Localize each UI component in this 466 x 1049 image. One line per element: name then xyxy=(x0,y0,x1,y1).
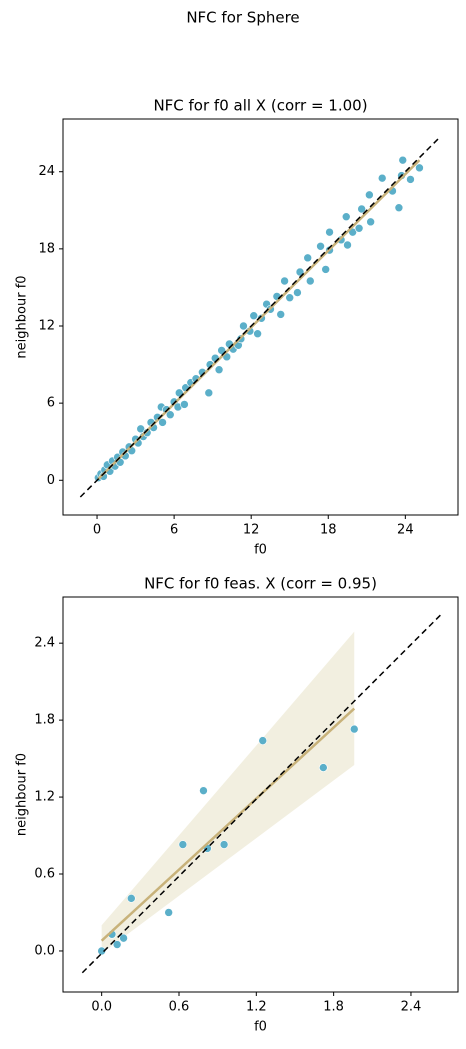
scatter-point xyxy=(285,293,295,303)
fit-line xyxy=(100,707,356,942)
y-tick-label: 0 xyxy=(47,473,55,488)
y-tick-label: 24 xyxy=(38,164,55,179)
x-tick-label: 0.6 xyxy=(169,1000,190,1015)
scatter-point xyxy=(357,204,366,214)
scatter-point xyxy=(295,267,305,277)
scatter-point xyxy=(214,365,224,375)
scatter-point xyxy=(199,786,208,795)
x-tick-label: 24 xyxy=(397,523,414,538)
scatter-point xyxy=(394,203,404,213)
scatter-point xyxy=(365,190,374,200)
x-tick-label: 6 xyxy=(170,523,178,538)
scatter-point xyxy=(305,276,315,286)
scatter-point xyxy=(377,173,387,183)
scatter-point xyxy=(321,265,330,274)
figure-title: NFC for Sphere xyxy=(186,9,299,27)
reference-line xyxy=(81,614,442,974)
scatter-point xyxy=(349,724,359,734)
y-tick-label: 0.6 xyxy=(34,867,55,882)
scatter-point xyxy=(219,840,229,849)
x-tick-label: 0 xyxy=(93,523,101,538)
scatter-point xyxy=(253,329,262,339)
x-axis-label: f0 xyxy=(254,543,267,558)
scatter-point xyxy=(142,428,152,438)
scatter-point xyxy=(415,163,424,173)
scatter-point xyxy=(398,155,408,165)
scatter-point xyxy=(293,288,302,297)
subplot-title: NFC for f0 all X (corr = 1.00) xyxy=(153,97,367,115)
scatter-point xyxy=(174,388,184,398)
scatter-point xyxy=(97,946,106,956)
scatter-point xyxy=(319,763,328,772)
subplot-title: NFC for f0 feas. X (corr = 0.95) xyxy=(144,575,377,593)
x-tick-label: 0.0 xyxy=(91,1000,112,1015)
scatter-point xyxy=(280,276,289,286)
scatter-point xyxy=(341,212,351,222)
x-tick-label: 1.8 xyxy=(323,1000,344,1015)
scatter-point xyxy=(112,940,122,949)
scatter-point xyxy=(406,175,415,184)
y-axis-label: neighbour f0 xyxy=(15,753,30,836)
y-tick-label: 2.4 xyxy=(34,636,55,651)
x-axis-label: f0 xyxy=(254,1020,267,1035)
scatter-point xyxy=(303,253,313,263)
confidence-band xyxy=(101,631,355,954)
y-tick-label: 1.2 xyxy=(34,790,55,805)
reference-line xyxy=(79,137,440,498)
scatter-point xyxy=(239,321,248,331)
y-tick-label: 12 xyxy=(38,319,55,334)
y-tick-label: 6 xyxy=(47,396,55,411)
scatter-point xyxy=(158,418,167,427)
scatter-point xyxy=(276,310,286,319)
y-tick-label: 0.0 xyxy=(34,943,55,958)
x-tick-label: 1.2 xyxy=(246,1000,267,1015)
scatter-point xyxy=(258,736,268,745)
x-tick-label: 18 xyxy=(320,523,337,538)
scatter-point xyxy=(164,908,173,917)
scatter-point xyxy=(217,346,226,355)
axes-frame xyxy=(62,118,459,516)
scatter-point xyxy=(354,223,364,233)
x-tick-label: 2.4 xyxy=(401,1000,422,1015)
scatter-point xyxy=(127,894,136,903)
scatter-point xyxy=(366,217,375,227)
y-tick-label: 1.8 xyxy=(34,713,55,728)
scatter-point xyxy=(165,410,175,420)
x-tick-label: 12 xyxy=(243,523,260,538)
scatter-point xyxy=(178,840,188,849)
scatter-point xyxy=(249,311,259,321)
scatter-point xyxy=(204,388,214,398)
scatter-point xyxy=(119,933,128,943)
scatter-point xyxy=(325,227,334,237)
y-axis-label: neighbour f0 xyxy=(15,275,30,358)
scatter-point xyxy=(343,240,352,250)
scatter-point xyxy=(316,241,325,251)
scatter-point xyxy=(136,424,146,434)
axes-frame xyxy=(62,596,459,993)
scatter-point xyxy=(180,400,189,409)
y-tick-label: 18 xyxy=(38,241,55,256)
